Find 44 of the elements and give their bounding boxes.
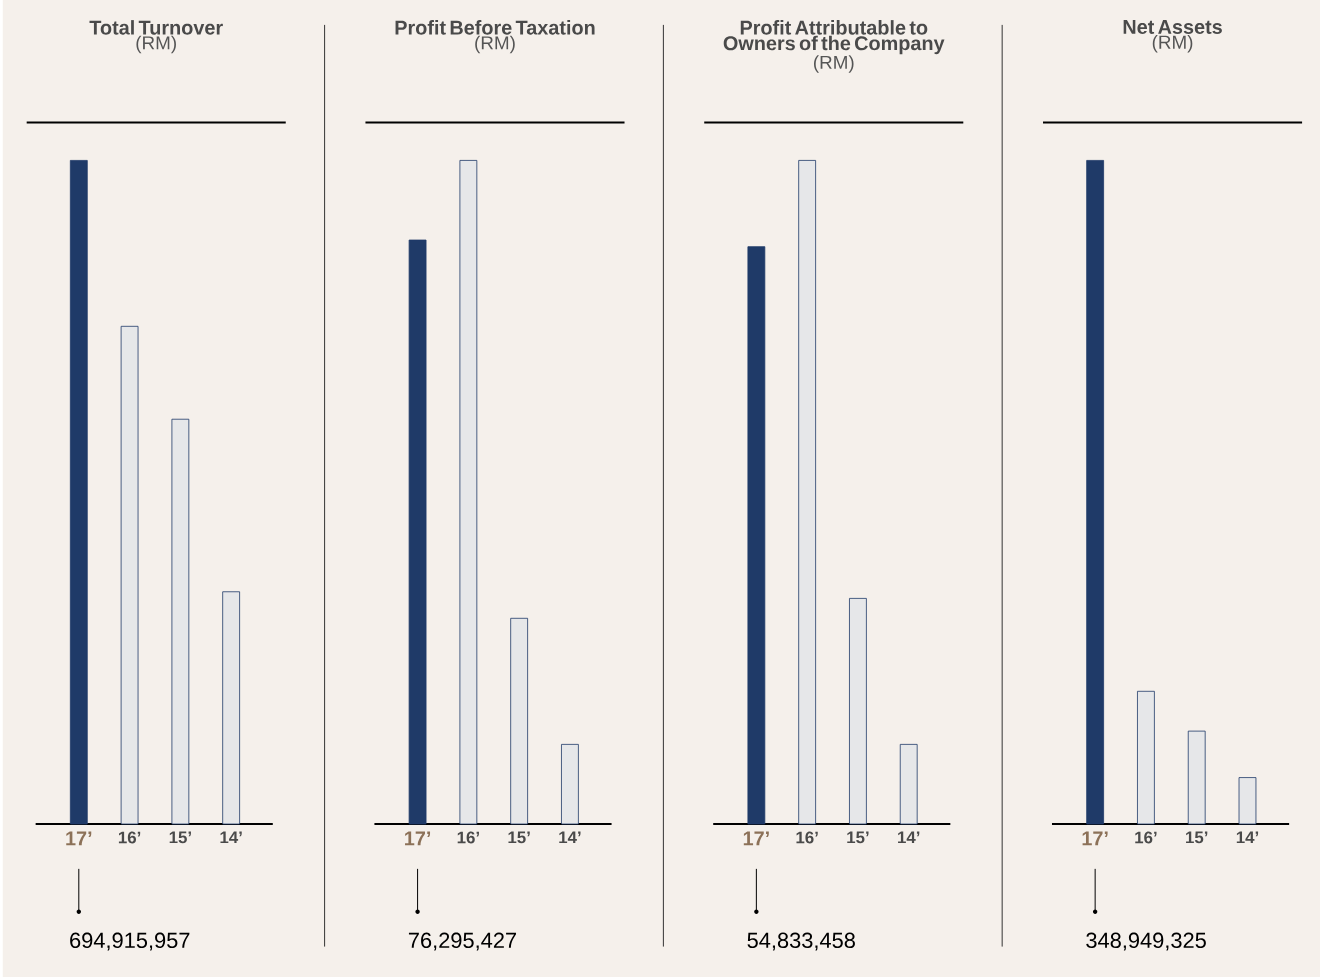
bar xyxy=(1187,730,1206,825)
chart-title: Net Assets xyxy=(1123,19,1222,34)
x-tick-label: 15’ xyxy=(508,831,530,844)
x-tick-label: 14’ xyxy=(559,831,581,843)
text: 54,833,458 xyxy=(747,932,855,951)
x-tick-label: 17’ xyxy=(405,831,431,845)
bar xyxy=(171,418,190,825)
x-tick-label: 16’ xyxy=(796,831,818,844)
bar xyxy=(222,591,241,825)
bar xyxy=(747,246,766,825)
x-tick-label: 14’ xyxy=(220,831,242,843)
chart-title: Profit Attributable to Owners of the Company xyxy=(723,19,945,54)
x-tick-label: 15’ xyxy=(847,831,869,844)
chart-title: Total Turnover xyxy=(89,19,223,35)
text: 348,949,325 xyxy=(1086,932,1206,951)
x-tick-label: 16’ xyxy=(457,831,479,844)
x-tick-label: 17’ xyxy=(1082,831,1108,845)
bar xyxy=(561,743,579,825)
bar xyxy=(510,617,529,825)
x-tick-label: 17’ xyxy=(66,831,92,845)
bar xyxy=(120,325,139,825)
chart-subtitle: (RM) xyxy=(1152,34,1193,53)
x-tick-label: 16’ xyxy=(118,831,141,844)
bar xyxy=(849,597,867,825)
bar xyxy=(1137,690,1155,825)
bar xyxy=(1086,159,1105,825)
x-tick-label: 14’ xyxy=(1236,831,1259,843)
chart-subtitle: (RM) xyxy=(136,35,176,54)
chart-subtitle: (RM) xyxy=(475,35,515,54)
bar xyxy=(459,159,478,825)
bar xyxy=(69,159,88,825)
chart-subtitle: (RM) xyxy=(813,54,854,73)
x-tick-label: 15’ xyxy=(1186,831,1208,844)
x-tick-label: 17’ xyxy=(743,831,769,845)
text: 76,295,427 xyxy=(408,932,517,951)
chart-title: Profit Before Taxation xyxy=(395,19,595,35)
bar xyxy=(1238,776,1257,825)
text: 694,915,957 xyxy=(70,932,190,951)
x-tick-label: 14’ xyxy=(898,831,920,843)
bar xyxy=(899,743,918,825)
bar xyxy=(408,239,427,825)
x-tick-label: 16’ xyxy=(1135,831,1157,844)
bar xyxy=(798,159,817,825)
x-tick-label: 15’ xyxy=(169,831,191,844)
